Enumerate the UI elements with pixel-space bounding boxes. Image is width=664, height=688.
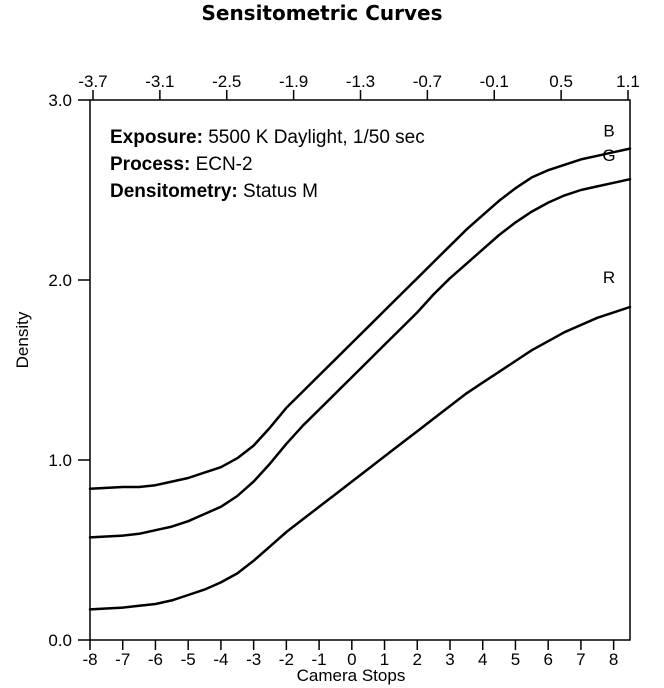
top-tick-label: -1.3: [346, 72, 375, 91]
annotation-key: Exposure:: [110, 127, 203, 148]
series-line-b: [88, 147, 632, 491]
x-tick-label: -1: [312, 650, 327, 669]
annotation-key: Process:: [110, 154, 190, 175]
annotation-line: Exposure: 5500 K Daylight, 1/50 sec: [110, 127, 425, 148]
x-tick-label: 1: [380, 650, 389, 669]
x-tick-label: -5: [181, 650, 196, 669]
series-label-b: B: [603, 122, 614, 141]
chart-title: Sensitometric Curves: [201, 1, 442, 25]
annotation-value: 5500 K Daylight, 1/50 sec: [208, 127, 425, 148]
top-tick-label: 0.5: [549, 72, 573, 91]
x-tick-label: 8: [609, 650, 618, 669]
x-axis-label: Camera Stops: [297, 666, 406, 685]
x-tick-label: 3: [445, 650, 454, 669]
y-axis-label: Density: [13, 311, 32, 368]
x-tick-label: -8: [82, 650, 97, 669]
x-tick-label: -6: [148, 650, 163, 669]
annotation-line: Process: ECN-2: [110, 154, 253, 175]
y-axis-ticks: 0.0 1.0 2.0 3.0: [48, 91, 90, 650]
x-tick-label: 0: [347, 650, 356, 669]
x-tick-label: -3: [246, 650, 261, 669]
annotation-value: ECN-2: [196, 154, 253, 175]
x-axis-ticks: -8 -7 -6 -5 -4 -3 -2 -1 0 1 2 3 4 5 6 7 8: [82, 640, 618, 669]
series-line-g: [88, 177, 632, 539]
x-tick-label: -2: [279, 650, 294, 669]
x-tick-label: 6: [543, 650, 552, 669]
series-label-g: G: [602, 146, 615, 165]
series-lines: [88, 147, 632, 611]
series-label-r: R: [603, 268, 615, 287]
y-tick-label: 1.0: [48, 451, 72, 470]
top-tick-label: -3.7: [78, 72, 107, 91]
x-tick-label: 2: [413, 650, 422, 669]
x-tick-label: 4: [478, 650, 487, 669]
y-tick-label: 2.0: [48, 271, 72, 290]
top-axis-ticks: -3.7 -3.1 -2.5 -1.9 -1.3 -0.7 -0.1 0.5 1.1: [78, 72, 640, 100]
annotation-key: Densitometry:: [110, 181, 238, 202]
x-tick-label: -4: [213, 650, 228, 669]
x-tick-label: -7: [115, 650, 130, 669]
y-tick-label: 0.0: [48, 631, 72, 650]
annotation-value: Status M: [243, 181, 318, 202]
series-labels: BG R: [602, 122, 615, 287]
top-tick-label: -0.1: [480, 72, 509, 91]
series-line-r: [88, 305, 632, 611]
x-tick-label: 5: [511, 650, 520, 669]
x-tick-label: 7: [576, 650, 585, 669]
top-tick-label: -1.9: [279, 72, 308, 91]
top-tick-label: 1.1: [616, 72, 640, 91]
top-tick-label: -3.1: [145, 72, 174, 91]
annotation-block: Exposure: 5500 K Daylight, 1/50 sec Proce…: [110, 127, 425, 202]
top-tick-label: -0.7: [413, 72, 442, 91]
annotation-line: Densitometry: Status M: [110, 181, 318, 202]
y-tick-label: 3.0: [48, 91, 72, 110]
top-tick-label: -2.5: [212, 72, 241, 91]
